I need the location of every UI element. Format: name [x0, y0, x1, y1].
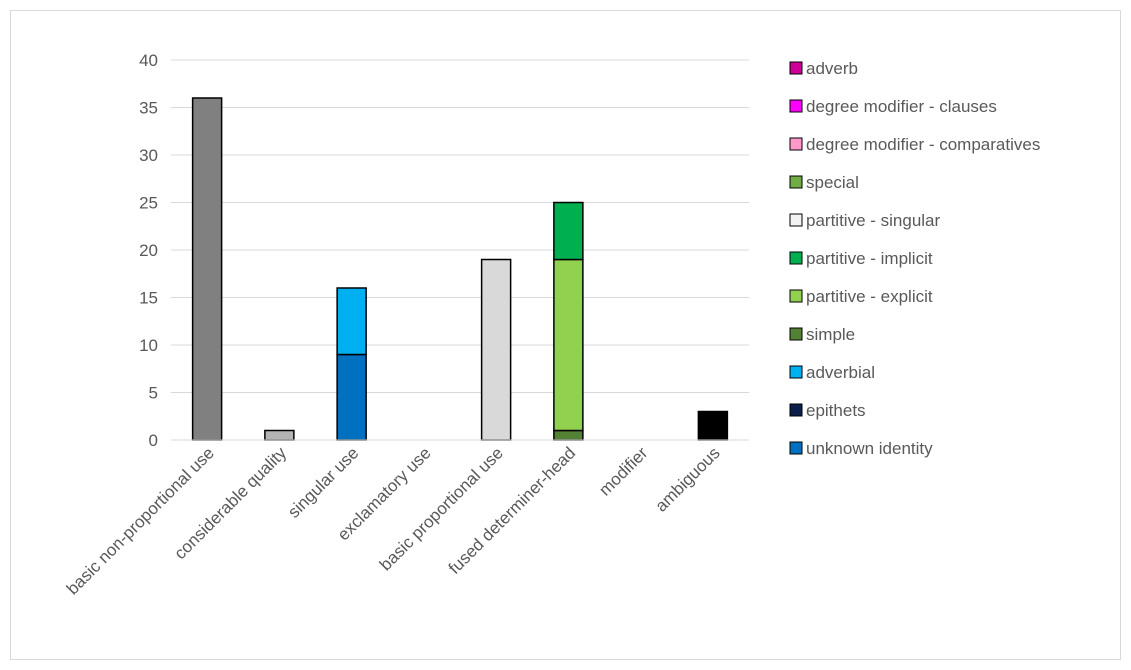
x-tick-label: modifier: [595, 443, 651, 499]
y-tick-label: 25: [139, 194, 158, 213]
legend-swatch: [789, 289, 803, 303]
bar-segment: [697, 410, 729, 441]
y-axis-ticks: 0 5 10 15 20 25 30 35 40: [139, 51, 158, 450]
legend-item: adverbial: [789, 363, 875, 382]
legend-item: special: [789, 173, 859, 192]
legend-label: simple: [806, 325, 855, 344]
legend-label: degree modifier - comparatives: [806, 135, 1040, 154]
legend-swatch: [789, 441, 803, 455]
bar-segment: [191, 97, 223, 441]
legend-swatch: [789, 327, 803, 341]
legend-swatch: [789, 99, 803, 113]
bar-segment: [480, 258, 512, 441]
bar-segment: [336, 353, 367, 441]
x-tick-label: ambiguous: [651, 443, 723, 515]
y-tick-label: 30: [139, 146, 158, 165]
y-tick-label: 35: [139, 99, 158, 118]
x-tick-label: basic proportional use: [376, 443, 507, 574]
legend-swatch: [789, 137, 803, 151]
bar-segment: [553, 258, 584, 432]
y-tick-label: 0: [149, 431, 158, 450]
legend-swatch: [789, 213, 803, 227]
y-tick-label: 20: [139, 241, 158, 260]
legend-label: degree modifier - clauses: [806, 97, 997, 116]
legend-item: degree modifier - comparatives: [789, 135, 1040, 154]
legend-item: partitive - implicit: [789, 249, 933, 268]
legend-label: special: [806, 173, 859, 192]
y-tick-label: 40: [139, 51, 158, 70]
bar-segment: [264, 429, 295, 441]
legend-label: partitive - singular: [806, 211, 941, 230]
legend-label: epithets: [806, 401, 866, 420]
legend-item: epithets: [789, 401, 866, 420]
legend-item: partitive - explicit: [789, 287, 933, 306]
bar-segment: [553, 429, 584, 441]
legend-item: degree modifier - clauses: [789, 97, 997, 116]
legend-swatch: [789, 365, 803, 379]
legend-label: unknown identity: [806, 439, 933, 458]
legend-swatch: [789, 403, 803, 417]
y-tick-label: 15: [139, 289, 158, 308]
x-tick-label: singular use: [284, 443, 362, 521]
y-tick-label: 10: [139, 336, 158, 355]
chart-area: 0 5 10 15 20 25 30 35 40 basic non-proportional …: [10, 10, 1121, 660]
bars: [191, 97, 729, 441]
gridlines: [171, 59, 749, 393]
x-tick-label: basic non-proportional use: [63, 443, 218, 598]
legend-item: simple: [789, 325, 855, 344]
x-tick-label: fused determiner-head: [445, 443, 579, 577]
legend-label: partitive - explicit: [806, 287, 933, 306]
legend-label: adverbial: [806, 363, 875, 382]
legend-swatch: [789, 251, 803, 265]
stacked-bar-chart: 0 5 10 15 20 25 30 35 40 basic non-proportional …: [63, 51, 1040, 599]
legend-item: partitive - singular: [789, 211, 941, 230]
bar-segment: [336, 287, 367, 356]
y-tick-label: 5: [149, 384, 158, 403]
legend-item: adverb: [789, 59, 858, 78]
legend-item: unknown identity: [789, 439, 933, 458]
legend-swatch: [789, 175, 803, 189]
legend-swatch: [789, 61, 803, 75]
legend: adverb degree modifier - clauses degree mo…: [789, 59, 1040, 458]
legend-label: partitive - implicit: [806, 249, 933, 268]
legend-label: adverb: [806, 59, 858, 78]
bar-segment: [553, 201, 584, 261]
